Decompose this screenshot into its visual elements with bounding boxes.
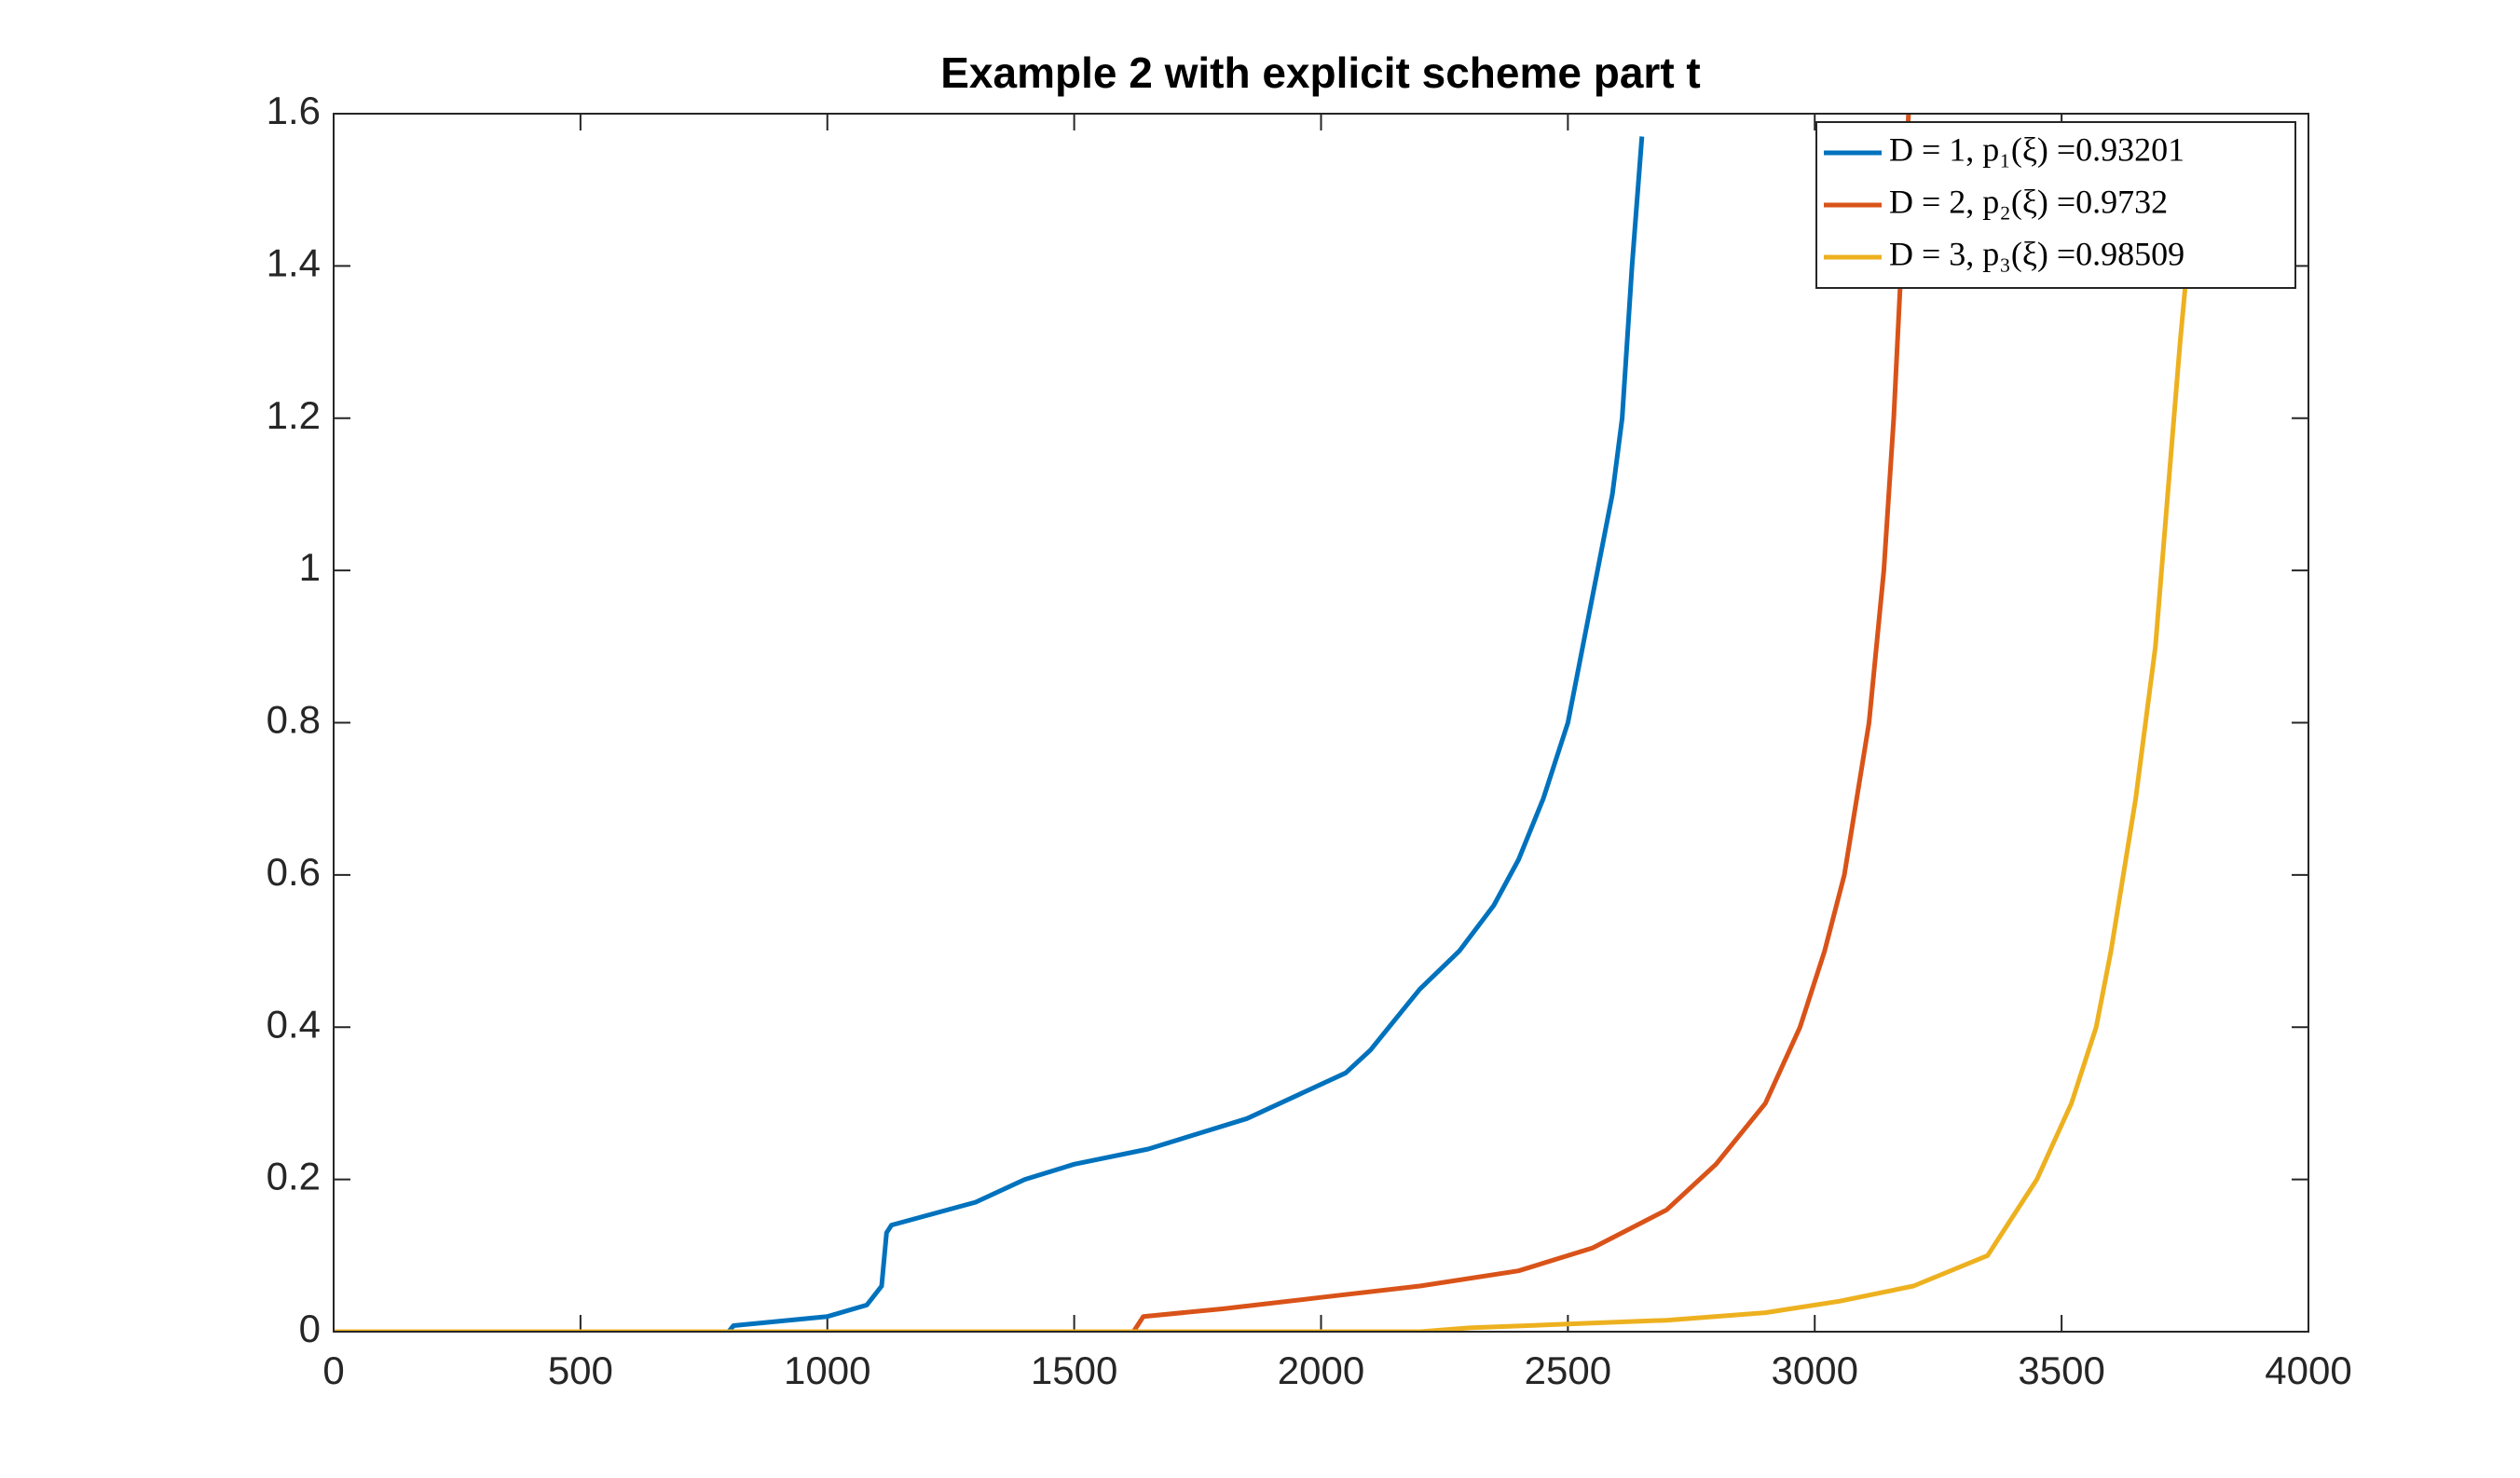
x-tick-label: 3500 [2018,1348,2104,1392]
x-tick-label: 2000 [1278,1348,1364,1392]
series-line [334,114,1911,1332]
y-tick-label: 0 [299,1307,321,1350]
legend-label: D = 3, p₃(ξ) =0.98509 [1889,235,2184,272]
chart-title: Example 2 with explicit scheme part t [940,48,1701,97]
x-tick-label: 500 [548,1348,613,1392]
y-tick-label: 1.2 [267,393,321,437]
legend-box [1815,121,2296,289]
x-tick-label: 1500 [1031,1348,1117,1392]
legend-label: D = 2, p₂(ξ) =0.9732 [1889,183,2168,220]
y-tick-label: 0.4 [267,1002,321,1046]
series-line [334,288,2188,1332]
y-tick-label: 0.2 [267,1155,321,1198]
y-tick-label: 1 [299,545,321,589]
y-tick-label: 1.4 [267,240,321,284]
x-tick-label: 4000 [2265,1348,2351,1392]
x-tick-label: 2500 [1525,1348,1611,1392]
x-tick-label: 1000 [784,1348,870,1392]
x-tick-label: 0 [322,1348,344,1392]
legend-label: D = 1, p₁(ξ) =0.93201 [1889,130,2184,168]
y-tick-label: 1.6 [267,89,321,132]
series-line [334,136,1645,1332]
y-tick-label: 0.8 [267,698,321,742]
x-tick-label: 3000 [1772,1348,1858,1392]
y-tick-label: 0.6 [267,850,321,894]
axes-box [333,113,2309,1333]
